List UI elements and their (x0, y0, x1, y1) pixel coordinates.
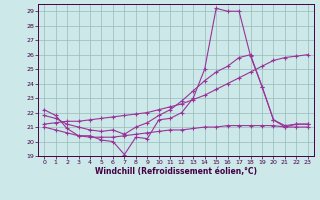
X-axis label: Windchill (Refroidissement éolien,°C): Windchill (Refroidissement éolien,°C) (95, 167, 257, 176)
